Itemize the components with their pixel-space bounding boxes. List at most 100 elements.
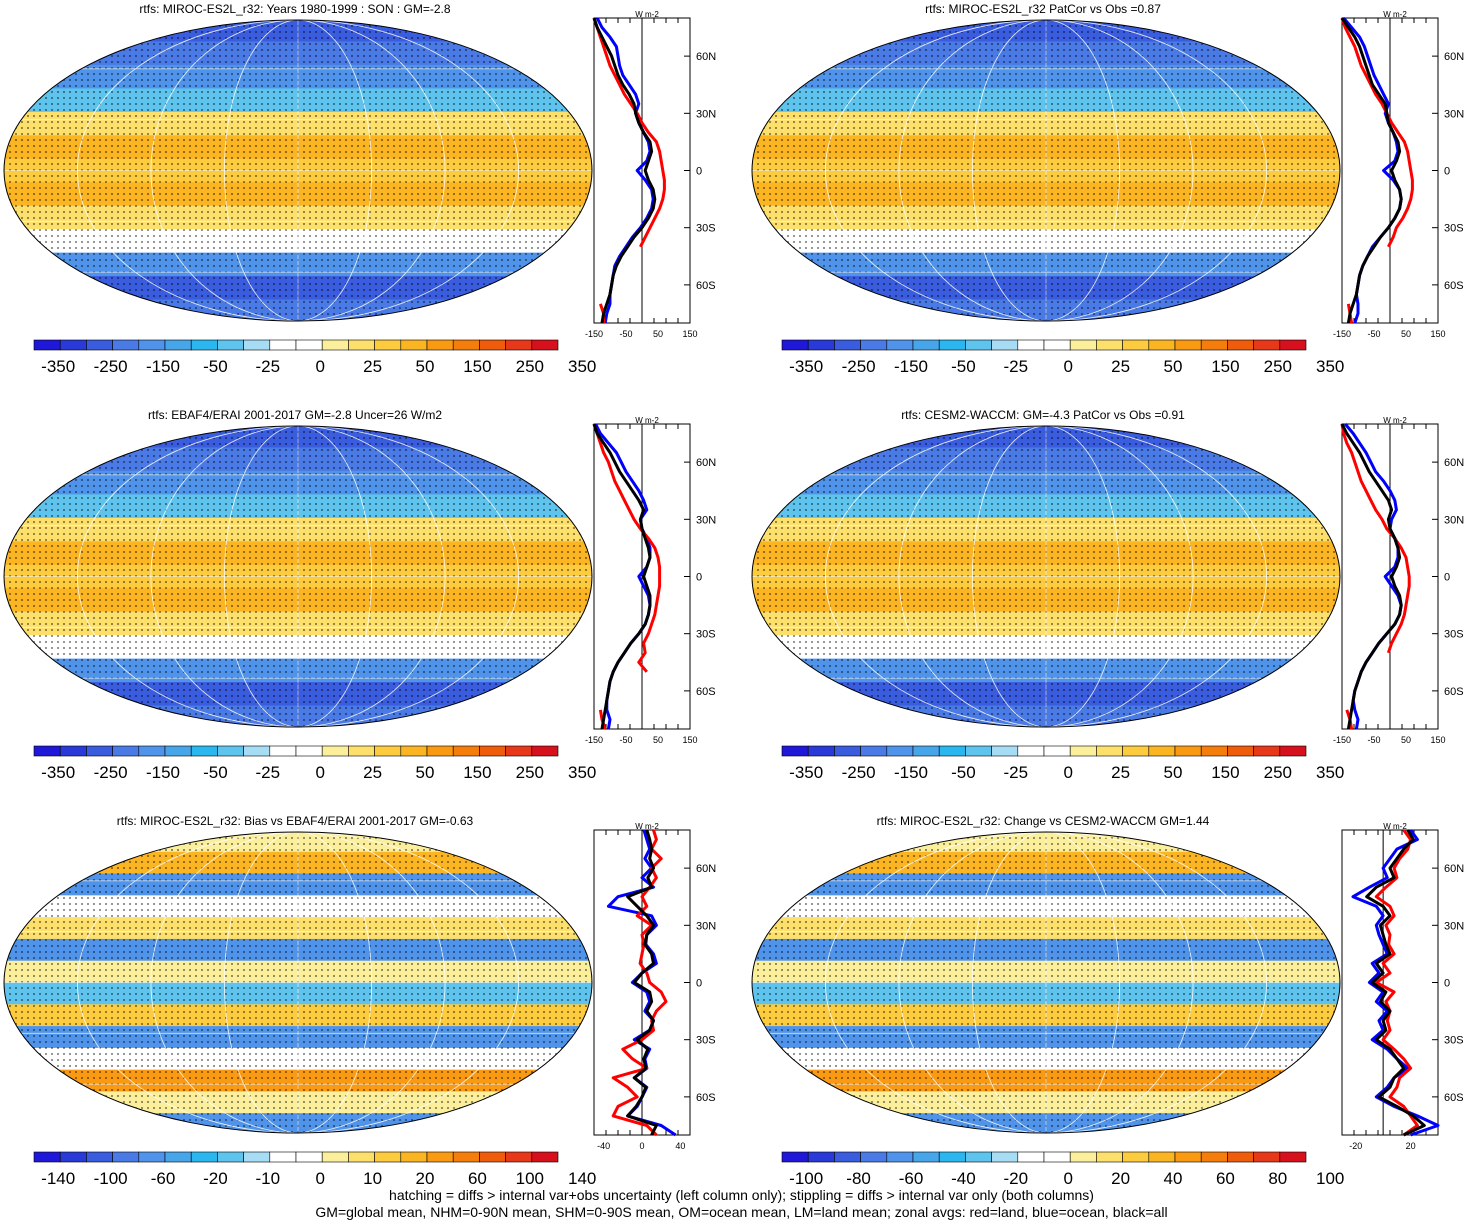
lat-tick-label: 60S: [1444, 686, 1464, 698]
colorbar-swatch: [1174, 1151, 1202, 1163]
colorbar-swatch: [112, 339, 140, 351]
colorbar-swatch: [1279, 1151, 1307, 1163]
colorbar-label: 0: [315, 1169, 324, 1188]
lat-tick-label: 60S: [696, 1092, 716, 1104]
colorbar-swatch: [1069, 745, 1097, 757]
graticule-meridian: [150, 832, 446, 1133]
colorbar-label: -25: [1004, 357, 1029, 376]
zonal-x-tick-label: -150: [1333, 329, 1351, 339]
graticule-meridian: [824, 832, 1268, 1133]
colorbar-label: 150: [463, 357, 491, 376]
colorbar-label: 350: [1316, 763, 1344, 782]
colorbar-label: 250: [1264, 763, 1292, 782]
colorbar-swatch: [938, 745, 966, 757]
map-field: [752, 832, 1340, 1133]
map-title: rtfs: MIROC-ES2L_r32 PatCor vs Obs =0.87: [925, 2, 1161, 16]
colorbar-swatch: [374, 745, 402, 757]
colorbar-swatch: [59, 745, 87, 757]
zonal-x-tick-label: -150: [1333, 735, 1351, 745]
colorbar-swatch: [965, 339, 992, 351]
colorbar-swatch: [531, 1151, 559, 1163]
colorbar-swatch: [86, 1151, 113, 1163]
colorbar-label: -150: [146, 763, 180, 782]
footnote-means: GM=global mean, NHM=0-90N mean, SHM=0-90…: [315, 1204, 1168, 1220]
colorbar-label: -25: [256, 763, 281, 782]
colorbar-swatch: [33, 339, 61, 351]
lat-tick-label: 30S: [1444, 629, 1464, 641]
lat-tick-label: 60S: [1444, 280, 1464, 292]
colorbar-swatch: [217, 339, 244, 351]
map-title: rtfs: EBAF4/ERAI 2001-2017 GM=-2.8 Uncer…: [147, 408, 443, 422]
colorbar-swatch: [426, 745, 454, 757]
graticule-meridian: [223, 426, 372, 727]
lat-tick-label: 0: [696, 572, 702, 584]
colorbar-swatch: [400, 339, 428, 351]
ocean-zonal-line: [1351, 829, 1440, 1137]
zonal-x-tick-label: -50: [619, 735, 632, 745]
colorbar-label: -100: [789, 1169, 823, 1188]
colorbar-swatch: [1174, 745, 1202, 757]
graticule-meridian: [971, 832, 1120, 1133]
colorbar-label: 60: [1216, 1169, 1235, 1188]
colorbar: -350 -250 -150 -50 -25 0 25 50 150 250 350: [33, 339, 596, 376]
graticule-meridian: [971, 426, 1120, 727]
colorbar-swatch: [138, 339, 166, 351]
graticule-meridian: [824, 426, 1268, 727]
colorbar-swatch: [269, 339, 297, 351]
colorbar-swatch: [1017, 339, 1045, 351]
colorbar-label: -350: [789, 763, 823, 782]
colorbar-label: 140: [568, 1169, 596, 1188]
lat-tick-label: 30N: [696, 514, 716, 526]
lat-tick-label: 30N: [1444, 514, 1464, 526]
colorbar-swatch: [295, 339, 323, 351]
zonal-mean-plot: W m-2 60N 30N 0 30S 60S -20 20: [1341, 822, 1464, 1151]
colorbar-swatch: [886, 339, 914, 351]
graticule-meridian: [76, 20, 520, 321]
colorbar-swatch: [164, 745, 192, 757]
map-title: rtfs: CESM2-WACCM: GM=-4.3 PatCor vs Obs…: [901, 408, 1185, 422]
zonal-x-tick-label: -50: [1367, 329, 1380, 339]
map-border: [3, 425, 593, 728]
colorbar-swatch: [1096, 745, 1123, 757]
colorbar-swatch: [164, 339, 192, 351]
colorbar-swatch: [1279, 745, 1307, 757]
colorbar-swatch: [1174, 339, 1202, 351]
zonal-x-tick-label: -50: [1367, 735, 1380, 745]
colorbar-swatch: [938, 339, 966, 351]
colorbar-swatch: [33, 745, 61, 757]
colorbar-label: 50: [416, 357, 435, 376]
colorbar-swatch: [269, 1151, 297, 1163]
colorbar-label: 100: [1316, 1169, 1344, 1188]
colorbar-swatch: [190, 339, 218, 351]
colorbar-swatch: [860, 745, 888, 757]
colorbar-swatch: [505, 1151, 533, 1163]
map: [751, 19, 1341, 322]
zonal-x-tick-label: -40: [597, 1141, 610, 1151]
colorbar-label: -250: [94, 357, 128, 376]
colorbar-swatch: [479, 1151, 506, 1163]
all-zonal-line: [592, 423, 652, 730]
colorbar-swatch: [1017, 745, 1045, 757]
colorbar-swatch: [400, 1151, 428, 1163]
colorbar-label: 0: [315, 357, 324, 376]
colorbar-swatch: [112, 1151, 140, 1163]
colorbar-swatch: [938, 1151, 966, 1163]
colorbar-swatch: [1069, 1151, 1097, 1163]
colorbar-swatch: [1043, 339, 1071, 351]
colorbar-label: 250: [1264, 357, 1292, 376]
colorbar-label: -250: [842, 357, 876, 376]
colorbar-label: -20: [203, 1169, 228, 1188]
colorbar-swatch: [1122, 745, 1150, 757]
lat-tick-label: 0: [696, 166, 702, 178]
colorbar-swatch: [1227, 745, 1254, 757]
colorbar-swatch: [479, 339, 506, 351]
colorbar-swatch: [190, 745, 218, 757]
colorbar-swatch: [452, 745, 480, 757]
colorbar-swatch: [505, 339, 533, 351]
colorbar-label: -100: [94, 1169, 128, 1188]
zonal-x-tick-label: -20: [1349, 1141, 1362, 1151]
colorbar-swatch: [348, 1151, 375, 1163]
zonal-x-tick-label: 150: [1430, 329, 1445, 339]
zonal-unit-label: W m-2: [635, 10, 659, 19]
zonal-mean-plot: W m-2 60N 30N 0 30S 60S -150 -50 50 150: [1333, 10, 1464, 339]
